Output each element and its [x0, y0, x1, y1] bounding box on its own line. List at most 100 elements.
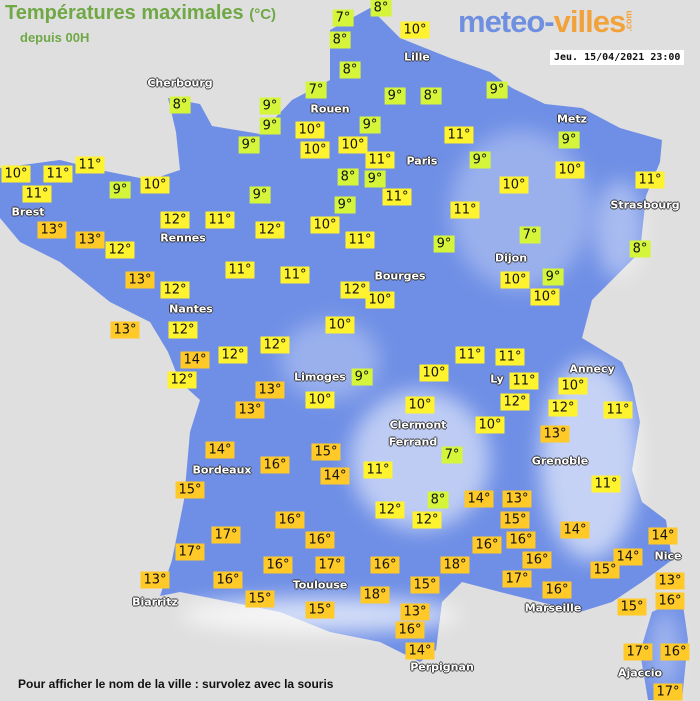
- temperature-marker[interactable]: 10°: [295, 121, 325, 139]
- temperature-marker[interactable]: 16°: [395, 621, 425, 639]
- temperature-marker[interactable]: 12°: [160, 281, 190, 299]
- temperature-marker[interactable]: 9°: [359, 116, 381, 134]
- temperature-marker[interactable]: 12°: [105, 241, 135, 259]
- temperature-marker[interactable]: 11°: [382, 188, 412, 206]
- temperature-marker[interactable]: 12°: [167, 371, 197, 389]
- temperature-marker[interactable]: 11°: [345, 231, 375, 249]
- temperature-marker[interactable]: 11°: [225, 261, 255, 279]
- temperature-marker[interactable]: 13°: [140, 571, 170, 589]
- temperature-marker[interactable]: 16°: [660, 643, 690, 661]
- temperature-marker[interactable]: 8°: [329, 31, 351, 49]
- temperature-marker[interactable]: 14°: [464, 490, 494, 508]
- temperature-marker[interactable]: 16°: [472, 536, 502, 554]
- temperature-marker[interactable]: 9°: [351, 368, 373, 386]
- temperature-marker[interactable]: 8°: [337, 168, 359, 186]
- temperature-marker[interactable]: 17°: [653, 683, 683, 701]
- temperature-marker[interactable]: 11°: [635, 171, 665, 189]
- temperature-marker[interactable]: 9°: [259, 117, 281, 135]
- temperature-marker[interactable]: 10°: [405, 396, 435, 414]
- temperature-marker[interactable]: 16°: [263, 556, 293, 574]
- temperature-marker[interactable]: 16°: [542, 581, 572, 599]
- temperature-marker[interactable]: 9°: [364, 170, 386, 188]
- temperature-marker[interactable]: 16°: [275, 511, 305, 529]
- temperature-marker[interactable]: 15°: [311, 443, 341, 461]
- temperature-marker[interactable]: 17°: [502, 570, 532, 588]
- temperature-marker[interactable]: 14°: [560, 521, 590, 539]
- temperature-marker[interactable]: 10°: [140, 176, 170, 194]
- temperature-marker[interactable]: 13°: [502, 490, 532, 508]
- temperature-marker[interactable]: 12°: [255, 221, 285, 239]
- temperature-marker[interactable]: 13°: [75, 231, 105, 249]
- temperature-marker[interactable]: 9°: [542, 268, 564, 286]
- temperature-marker[interactable]: 15°: [617, 598, 647, 616]
- temperature-marker[interactable]: 12°: [160, 211, 190, 229]
- temperature-marker[interactable]: 10°: [419, 364, 449, 382]
- temperature-marker[interactable]: 11°: [444, 126, 474, 144]
- temperature-marker[interactable]: 15°: [175, 481, 205, 499]
- temperature-marker[interactable]: 12°: [260, 336, 290, 354]
- temperature-marker[interactable]: 12°: [168, 321, 198, 339]
- temperature-marker[interactable]: 11°: [75, 156, 105, 174]
- temperature-marker[interactable]: 9°: [249, 186, 271, 204]
- temperature-marker[interactable]: 10°: [325, 316, 355, 334]
- temperature-marker[interactable]: 16°: [260, 456, 290, 474]
- temperature-marker[interactable]: 11°: [591, 475, 621, 493]
- temperature-marker[interactable]: 18°: [360, 586, 390, 604]
- temperature-marker[interactable]: 15°: [500, 511, 530, 529]
- temperature-marker[interactable]: 14°: [613, 548, 643, 566]
- temperature-marker[interactable]: 12°: [412, 511, 442, 529]
- temperature-marker[interactable]: 17°: [175, 543, 205, 561]
- temperature-marker[interactable]: 11°: [495, 348, 525, 366]
- temperature-marker[interactable]: 14°: [405, 642, 435, 660]
- temperature-marker[interactable]: 13°: [400, 603, 430, 621]
- temperature-marker[interactable]: 9°: [469, 151, 491, 169]
- temperature-marker[interactable]: 8°: [370, 0, 392, 17]
- temperature-marker[interactable]: 13°: [37, 221, 67, 239]
- temperature-marker[interactable]: 14°: [205, 441, 235, 459]
- temperature-marker[interactable]: 10°: [475, 416, 505, 434]
- temperature-marker[interactable]: 12°: [500, 393, 530, 411]
- temperature-marker[interactable]: 14°: [648, 527, 678, 545]
- temperature-marker[interactable]: 9°: [433, 235, 455, 253]
- temperature-marker[interactable]: 10°: [530, 288, 560, 306]
- temperature-marker[interactable]: 13°: [655, 572, 685, 590]
- temperature-marker[interactable]: 12°: [340, 281, 370, 299]
- temperature-marker[interactable]: 11°: [280, 266, 310, 284]
- temperature-marker[interactable]: 12°: [218, 346, 248, 364]
- temperature-marker[interactable]: 18°: [440, 556, 470, 574]
- temperature-marker[interactable]: 10°: [338, 136, 368, 154]
- temperature-marker[interactable]: 8°: [427, 491, 449, 509]
- temperature-marker[interactable]: 15°: [590, 561, 620, 579]
- temperature-marker[interactable]: 10°: [400, 21, 430, 39]
- temperature-marker[interactable]: 16°: [370, 556, 400, 574]
- temperature-marker[interactable]: 9°: [334, 196, 356, 214]
- meteo-villes-logo[interactable]: meteo-villes .com: [458, 4, 634, 40]
- temperature-marker[interactable]: 11°: [22, 185, 52, 203]
- temperature-marker[interactable]: 10°: [555, 161, 585, 179]
- temperature-marker[interactable]: 9°: [486, 81, 508, 99]
- temperature-marker[interactable]: 16°: [213, 571, 243, 589]
- temperature-marker[interactable]: 13°: [255, 381, 285, 399]
- temperature-marker[interactable]: 11°: [365, 151, 395, 169]
- temperature-marker[interactable]: 7°: [519, 226, 541, 244]
- temperature-marker[interactable]: 11°: [509, 372, 539, 390]
- temperature-marker[interactable]: 17°: [623, 643, 653, 661]
- temperature-marker[interactable]: 16°: [522, 551, 552, 569]
- temperature-marker[interactable]: 11°: [450, 201, 480, 219]
- temperature-marker[interactable]: 8°: [169, 96, 191, 114]
- temperature-marker[interactable]: 17°: [211, 526, 241, 544]
- temperature-marker[interactable]: 7°: [305, 81, 327, 99]
- temperature-marker[interactable]: 12°: [375, 501, 405, 519]
- temperature-marker[interactable]: 10°: [365, 291, 395, 309]
- temperature-marker[interactable]: 13°: [125, 271, 155, 289]
- temperature-marker[interactable]: 10°: [558, 377, 588, 395]
- temperature-marker[interactable]: 13°: [235, 401, 265, 419]
- temperature-marker[interactable]: 11°: [205, 211, 235, 229]
- temperature-marker[interactable]: 16°: [506, 531, 536, 549]
- temperature-marker[interactable]: 8°: [629, 240, 651, 258]
- temperature-marker[interactable]: 16°: [655, 592, 685, 610]
- temperature-marker[interactable]: 9°: [238, 136, 260, 154]
- temperature-marker[interactable]: 14°: [180, 351, 210, 369]
- temperature-marker[interactable]: 10°: [300, 141, 330, 159]
- temperature-marker[interactable]: 10°: [310, 216, 340, 234]
